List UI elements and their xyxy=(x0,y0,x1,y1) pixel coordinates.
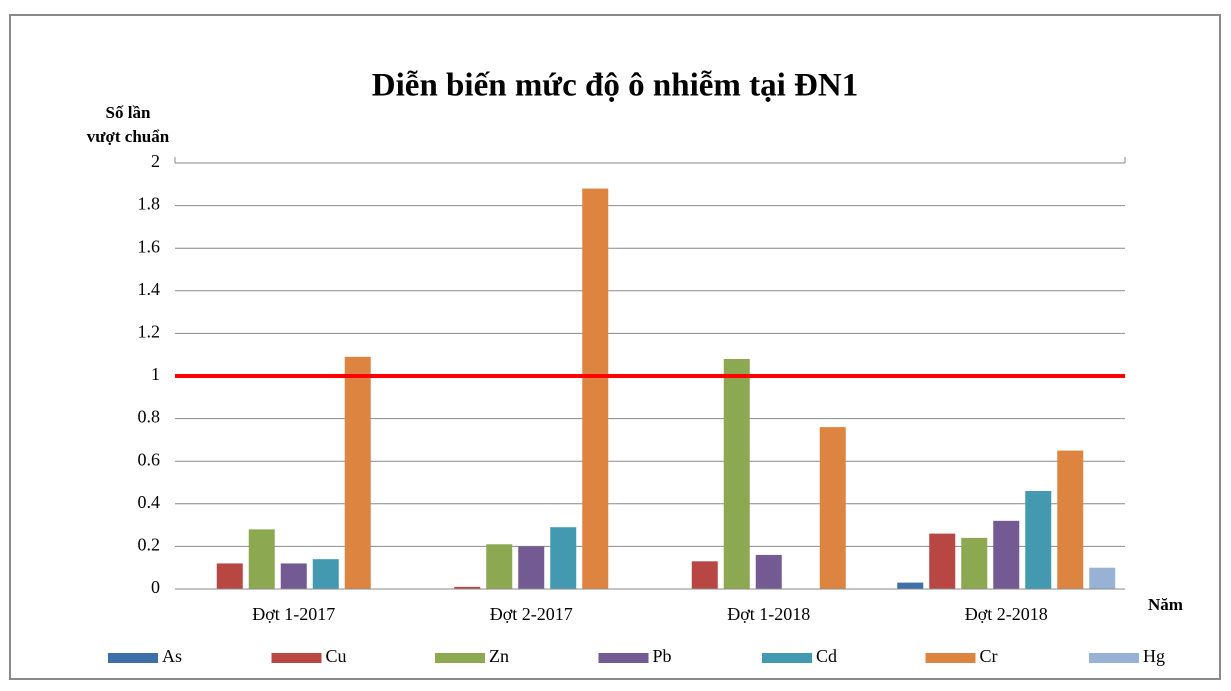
y-tick-label: 0.2 xyxy=(138,535,161,555)
y-tick-label: 0 xyxy=(151,577,160,597)
legend-key xyxy=(1089,653,1139,663)
bar xyxy=(691,561,718,589)
bar xyxy=(454,586,481,589)
bar xyxy=(961,537,988,589)
bar xyxy=(312,559,339,589)
y-tick-label: 1.2 xyxy=(138,322,161,342)
y-axis-label: vượt chuẩn xyxy=(87,127,170,146)
legend-label: Cd xyxy=(816,646,837,666)
bar xyxy=(248,529,275,589)
chart-title: Diễn biến mức độ ô nhiễm tại ĐN1 xyxy=(372,68,858,104)
x-tick-label: Đợt 2-2017 xyxy=(490,604,573,624)
legend-label: Hg xyxy=(1143,646,1165,666)
bar xyxy=(897,582,924,589)
legend-key xyxy=(435,653,485,663)
legend-label: As xyxy=(162,646,182,666)
bar xyxy=(1057,450,1084,589)
legend-key xyxy=(598,653,649,663)
bar xyxy=(929,533,956,589)
bar xyxy=(1089,567,1116,589)
bar xyxy=(280,563,307,589)
legend-label: Zn xyxy=(489,646,509,666)
bar xyxy=(550,527,577,589)
y-tick-label: 1 xyxy=(151,364,160,384)
bar xyxy=(723,358,750,589)
y-axis-label: Số lần xyxy=(106,103,151,122)
x-axis-label: Năm xyxy=(1148,595,1183,614)
legend-label: Pb xyxy=(653,646,672,666)
x-tick-label: Đợt 1-2018 xyxy=(727,604,810,624)
y-tick-label: 0.8 xyxy=(138,407,161,427)
y-tick-label: 0.4 xyxy=(138,492,161,512)
bar xyxy=(819,427,846,589)
bar xyxy=(344,356,371,589)
bar xyxy=(486,544,513,589)
bar xyxy=(1025,491,1052,589)
legend-key xyxy=(271,653,322,663)
legend-key xyxy=(762,653,812,663)
y-tick-label: 1.6 xyxy=(138,236,161,256)
x-tick-label: Đợt 2-2018 xyxy=(965,604,1048,624)
bar xyxy=(216,563,243,589)
legend-label: Cu xyxy=(326,646,347,666)
bar xyxy=(582,188,609,589)
bar xyxy=(755,554,782,589)
y-tick-label: 1.8 xyxy=(138,194,161,214)
y-tick-label: 0.6 xyxy=(138,449,161,469)
x-tick-label: Đợt 1-2017 xyxy=(252,604,335,624)
bar xyxy=(518,546,545,589)
legend-label: Cr xyxy=(980,646,998,666)
y-tick-label: 1.4 xyxy=(138,279,161,299)
legend-key xyxy=(925,653,976,663)
legend-key xyxy=(108,653,158,663)
y-tick-label: 2 xyxy=(151,151,160,171)
bar xyxy=(993,520,1020,589)
